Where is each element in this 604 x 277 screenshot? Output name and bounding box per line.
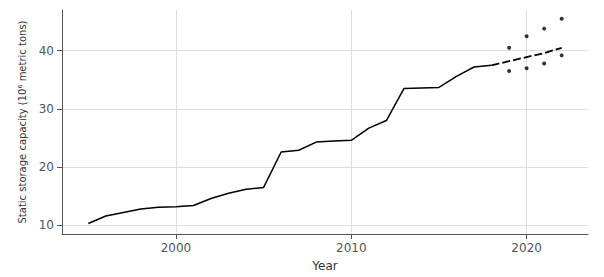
svg-text:Year: Year xyxy=(311,259,337,273)
svg-text:20: 20 xyxy=(39,160,54,174)
svg-text:10: 10 xyxy=(39,218,54,232)
svg-text:40: 40 xyxy=(39,44,54,58)
svg-text:2020: 2020 xyxy=(511,241,542,255)
svg-text:2000: 2000 xyxy=(161,241,192,255)
svg-text:30: 30 xyxy=(39,102,54,116)
svg-text:2010: 2010 xyxy=(336,241,367,255)
svg-text:Static storage capacity (10⁶ m: Static storage capacity (10⁶ metric tons… xyxy=(17,20,28,223)
